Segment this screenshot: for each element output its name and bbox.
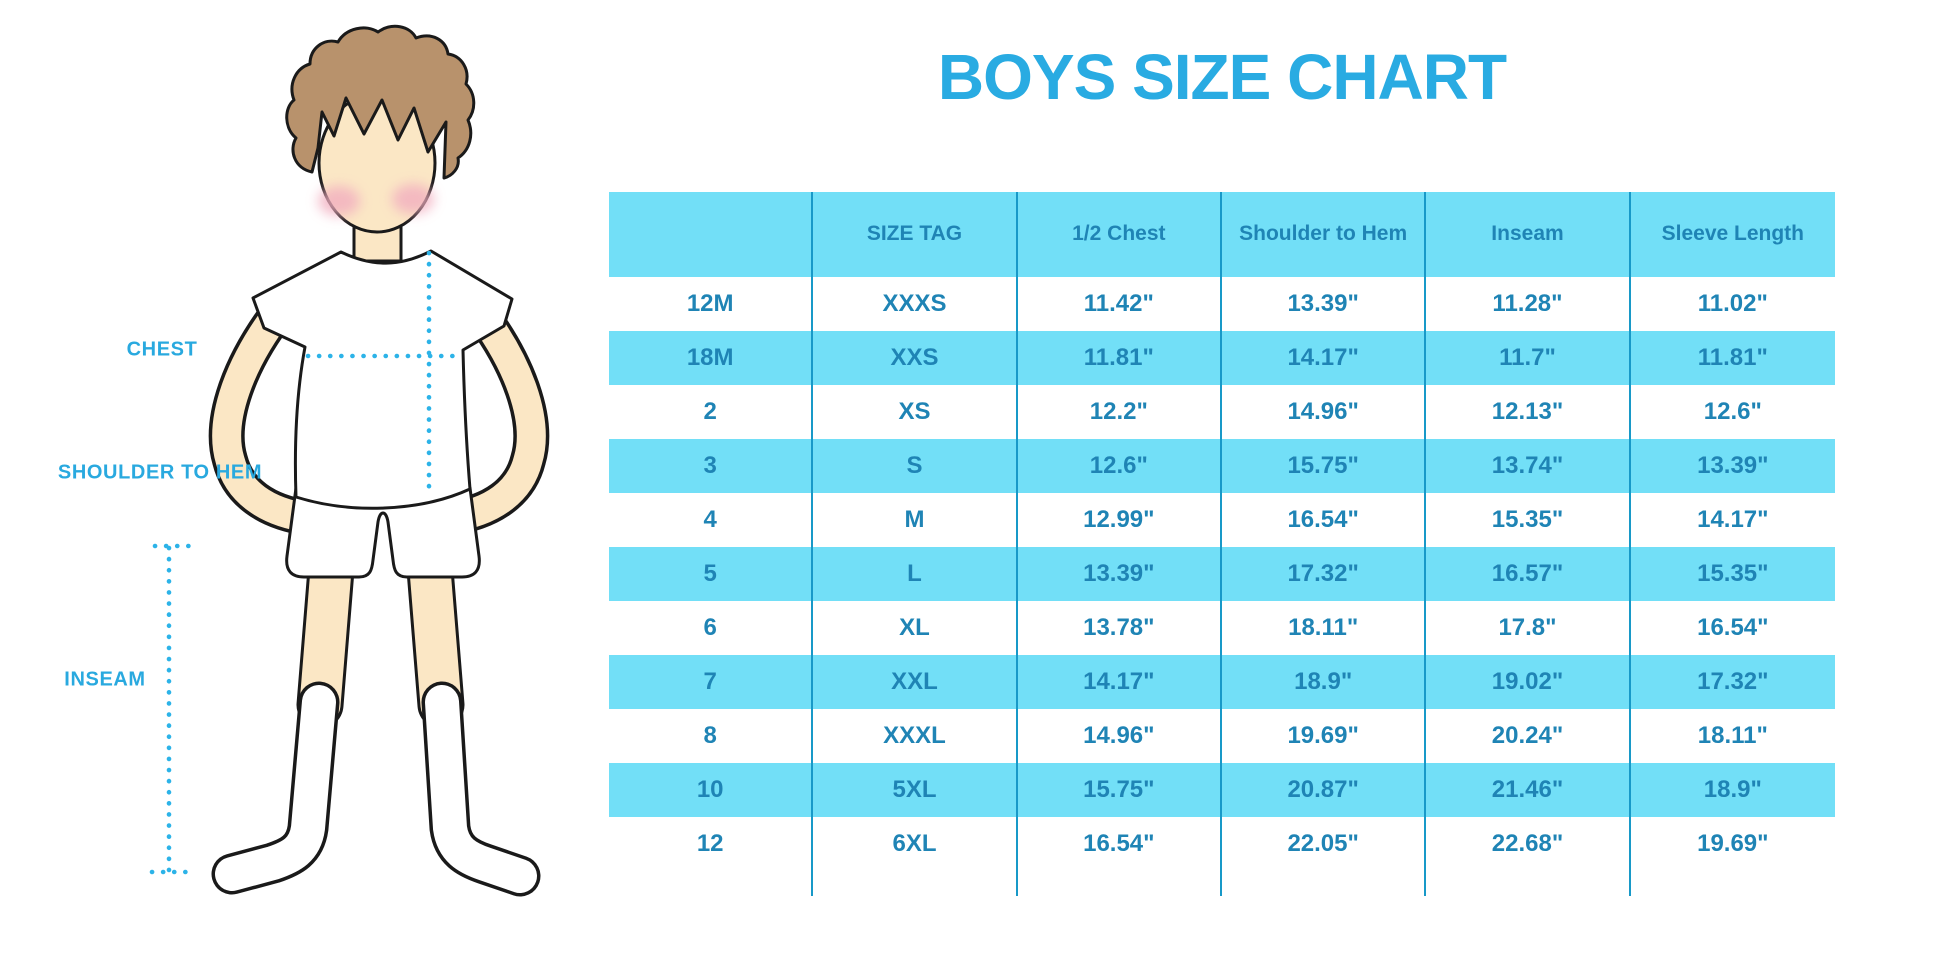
- table-cell: 16.54": [1222, 493, 1427, 547]
- table-cell: XXXS: [813, 277, 1018, 331]
- table-cell: 14.17": [1221, 331, 1427, 385]
- table-cell: 4: [609, 493, 814, 547]
- table-tail: [1631, 871, 1835, 896]
- boy-shirt: [251, 249, 514, 510]
- size-chart-table: SIZE TAG 1/2 Chest Shoulder to Hem Inseam Sl…: [609, 192, 1835, 896]
- table-cell: S: [813, 439, 1018, 493]
- blush-right: [392, 184, 434, 214]
- header-cell: Shoulder to Hem: [1221, 192, 1427, 277]
- boy-hair: [285, 24, 476, 180]
- table-cell: 22.05": [1222, 817, 1427, 871]
- table-cell: 14.96": [1222, 385, 1427, 439]
- table-cell: 6: [609, 601, 814, 655]
- table-cell: L: [813, 547, 1018, 601]
- table-cell: 2: [609, 385, 814, 439]
- table-tail: [813, 871, 1018, 896]
- table-cell: 13.39": [1222, 277, 1427, 331]
- table-cell: 11.81": [1630, 331, 1835, 385]
- table-cell: 12.6": [1017, 439, 1222, 493]
- table-cell: 14.96": [1018, 709, 1222, 763]
- table-cell: 19.69": [1697, 830, 1769, 858]
- table-cell: 18.11": [1222, 601, 1427, 655]
- table-cell: XXS: [813, 331, 1018, 385]
- table-cell: 15.75": [1017, 763, 1222, 817]
- table-cell: 14.17": [1017, 655, 1222, 709]
- header-cell: 1/2 Chest: [1017, 192, 1222, 277]
- table-cell: 22.68": [1426, 817, 1631, 871]
- table-cell: 13.74": [1426, 439, 1631, 493]
- table-cell: 11.02": [1697, 290, 1768, 318]
- table-cell: 5XL: [813, 763, 1018, 817]
- table-cell: 13.39": [1017, 547, 1222, 601]
- shoulder-to-hem-label: SHOULDER TO HEM: [57, 461, 263, 484]
- boy-illustration: [149, 24, 550, 897]
- table-cell: 13.78": [1018, 601, 1222, 655]
- header-cell: SIZE TAG: [813, 192, 1018, 277]
- blush-left: [318, 186, 360, 216]
- page-title: BOYS SIZE CHART: [937, 41, 1507, 113]
- table-cell: 16.54": [1697, 614, 1769, 642]
- table-cell: 15.35": [1426, 493, 1631, 547]
- table-cell: 18M: [609, 331, 814, 385]
- inseam-label: INSEAM: [64, 668, 146, 691]
- table-cell: 13.39": [1630, 439, 1835, 493]
- table-cell: 20.24": [1426, 709, 1631, 763]
- table-cell: 18.9": [1221, 655, 1427, 709]
- chest-label: CHEST: [126, 338, 198, 361]
- table-cell: 12M: [609, 277, 814, 331]
- boy-head: [285, 24, 476, 234]
- table-cell: 11.7": [1426, 331, 1631, 385]
- header-cell: [609, 192, 814, 277]
- table-cell: 15.75": [1221, 439, 1427, 493]
- table-cell: 19.69": [1222, 709, 1427, 763]
- table-cell: 18.9": [1630, 763, 1835, 817]
- table-tail: [1018, 871, 1222, 896]
- table-cell: 14.17": [1697, 506, 1769, 534]
- table-cell: 20.87": [1221, 763, 1427, 817]
- table-cell: 12: [609, 817, 814, 871]
- table-cell: 21.46": [1426, 763, 1631, 817]
- boy-arms: [208, 292, 550, 536]
- measurement-lines: [149, 250, 466, 875]
- table-cell: XXXL: [813, 709, 1018, 763]
- table-cell: 12.99": [1018, 493, 1222, 547]
- table-cell: 11.42": [1018, 277, 1222, 331]
- table-cell: 15.35": [1630, 547, 1835, 601]
- table-cell: 12.13": [1426, 385, 1631, 439]
- table-cell: XXL: [813, 655, 1018, 709]
- table-cell: 11.28": [1426, 277, 1631, 331]
- table-cell: 6XL: [813, 817, 1018, 871]
- table-cell: 7: [609, 655, 814, 709]
- table-cell: 17.32": [1630, 655, 1835, 709]
- table-cell: 3: [609, 439, 814, 493]
- table-cell: 11.81": [1017, 331, 1222, 385]
- boy-shorts: [285, 486, 481, 579]
- table-cell: M: [813, 493, 1018, 547]
- table-cell: 5: [609, 547, 814, 601]
- size-table: SIZE TAG 1/2 Chest Shoulder to Hem Inseam Sl…: [609, 192, 1835, 896]
- table-cell: XL: [813, 601, 1018, 655]
- boy-socks: [211, 681, 541, 897]
- table-cell: 17.8": [1426, 601, 1631, 655]
- table-tail: [609, 871, 814, 896]
- table-cell: 10: [609, 763, 814, 817]
- table-cell: 19.02": [1426, 655, 1631, 709]
- table-cell: 17.32": [1221, 547, 1427, 601]
- table-cell: 16.57": [1426, 547, 1631, 601]
- table-cell: 16.54": [1018, 817, 1222, 871]
- table-tail: [1426, 871, 1631, 896]
- table-cell: 12.6": [1703, 398, 1762, 426]
- table-cell: 8: [609, 709, 814, 763]
- table-cell: 18.11": [1697, 722, 1768, 750]
- header-cell: Inseam: [1426, 192, 1631, 277]
- table-tail: [1222, 871, 1427, 896]
- table-cell: 12.2": [1018, 385, 1222, 439]
- table-cell: XS: [813, 385, 1018, 439]
- header-cell: Sleeve Length: [1630, 192, 1835, 277]
